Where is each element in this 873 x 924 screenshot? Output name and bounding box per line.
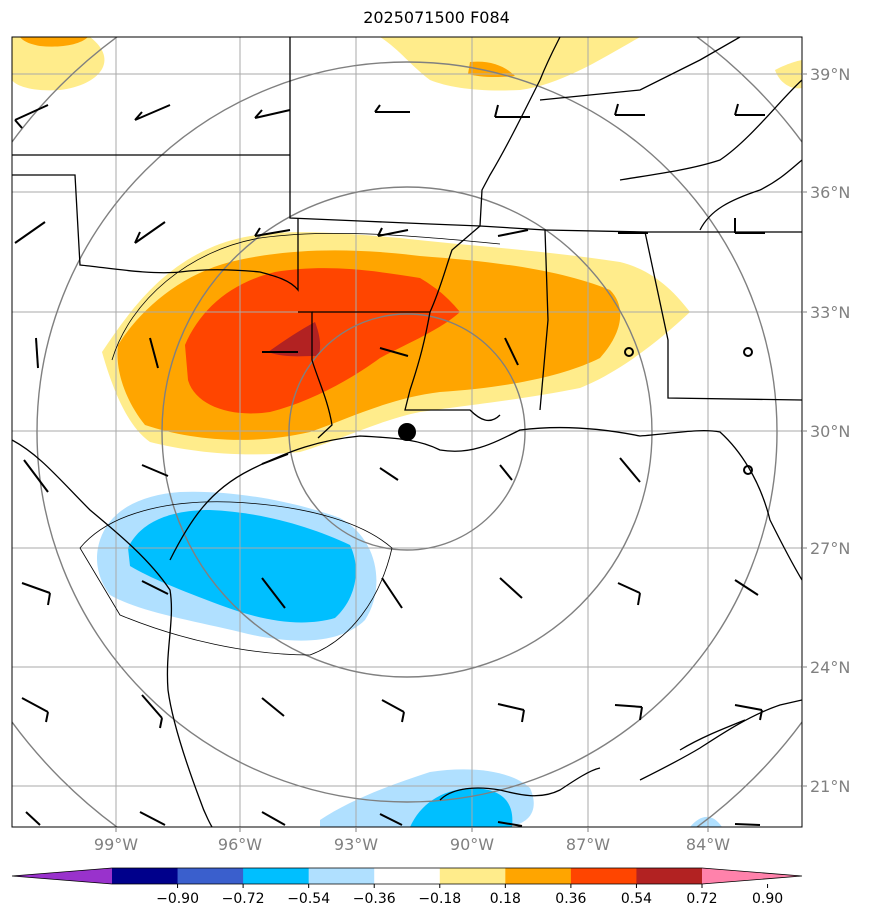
colorbar-tick-label: −0.36 <box>353 891 396 907</box>
shade-south-neg2 <box>410 788 513 827</box>
map-frame <box>11 36 803 828</box>
colorbar-extend-min <box>12 868 112 884</box>
positive-anomaly-shading <box>12 37 802 455</box>
wind-barbs <box>14 103 765 827</box>
colorbar-tick-label: −0.54 <box>287 891 330 907</box>
calm-markers <box>624 347 753 475</box>
colorbar-segment <box>112 868 179 884</box>
gulf-coastline <box>12 439 213 827</box>
latitude-labels: 39°N 36°N 33°N 30°N 27°N 24°N 21°N <box>810 65 850 796</box>
map-title: 2025071500 F084 <box>363 8 510 27</box>
lon-label: 96°W <box>218 835 262 854</box>
colorbar-segment <box>243 868 310 884</box>
longitude-labels: 99°W 96°W 93°W 90°W 87°W 84°W <box>94 835 730 854</box>
storm-center-marker <box>398 423 416 441</box>
colorbar-segment <box>177 868 244 884</box>
colorbar-segment <box>505 868 572 884</box>
colorbar-tick-label: 0.18 <box>490 891 521 907</box>
shade-top-band-4 <box>468 61 515 78</box>
contour-outlines <box>79 232 501 656</box>
shade-top-band-3 <box>20 37 88 47</box>
colorbar-segment <box>570 868 637 884</box>
shade-top-band-2 <box>380 37 640 91</box>
colorbar-tick-label: −0.90 <box>156 891 199 907</box>
colorbar-tick-label: −0.18 <box>418 891 461 907</box>
lat-label: 33°N <box>810 303 850 322</box>
lat-label: 39°N <box>810 65 850 84</box>
colorbar-segment <box>439 868 506 884</box>
lon-label: 93°W <box>334 835 378 854</box>
lon-label: 84°W <box>686 835 730 854</box>
colorbar-tick-label: 0.72 <box>686 891 717 907</box>
colorbar-segment <box>636 868 703 884</box>
colorbar-segment <box>374 868 441 884</box>
shade-east-neg <box>690 816 722 827</box>
shade-band-neg0.36 <box>128 510 356 623</box>
shade-top-band <box>12 37 105 91</box>
colorbar-tick-label: 0.54 <box>621 891 652 907</box>
lon-label: 99°W <box>94 835 138 854</box>
colorbar-tick-label: 0.90 <box>752 891 783 907</box>
shade-band-0.72 <box>268 322 321 357</box>
lat-label: 21°N <box>810 777 850 796</box>
lat-label: 24°N <box>810 658 850 677</box>
colorbar <box>11 867 803 885</box>
colorbar-segment <box>308 868 375 884</box>
shade-band-0.54 <box>185 268 460 414</box>
colorbar-tick-label: −0.72 <box>222 891 265 907</box>
lat-label: 27°N <box>810 539 850 558</box>
colorbar-labels: −0.90 −0.72 −0.54 −0.36 −0.18 0.18 0.36 0.54 0.7… <box>156 884 783 907</box>
lat-label: 36°N <box>810 183 850 202</box>
lat-label: 30°N <box>810 422 850 441</box>
graticule <box>12 37 802 827</box>
negative-anomaly-shading <box>97 491 722 827</box>
lon-label: 90°W <box>450 835 494 854</box>
colorbar-extend-max <box>702 868 802 884</box>
colorbar-outline <box>11 867 803 885</box>
colorbar-tick-label: 0.36 <box>555 891 586 907</box>
lon-label: 87°W <box>566 835 610 854</box>
